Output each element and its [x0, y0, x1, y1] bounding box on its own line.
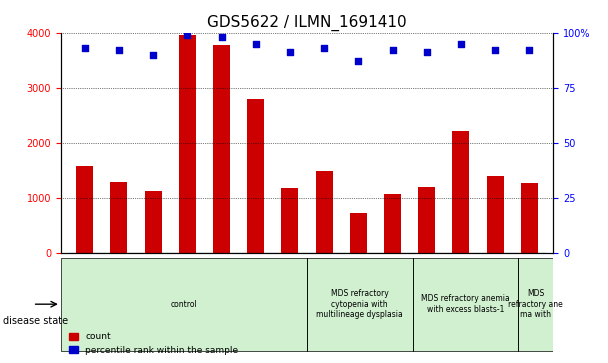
Text: MDS refractory
cytopenia with
multilineage dysplasia: MDS refractory cytopenia with multilinea… [316, 289, 403, 319]
Point [80, 45, 89, 51]
Text: MDS
refractory ane
ma with: MDS refractory ane ma with [508, 289, 563, 319]
Point [148, 52, 158, 58]
Bar [418, 187, 435, 253]
Point [525, 47, 534, 53]
Point [388, 47, 398, 53]
Title: GDS5622 / ILMN_1691410: GDS5622 / ILMN_1691410 [207, 15, 407, 31]
Bar [179, 36, 196, 253]
Bar [145, 191, 162, 253]
Bar [76, 166, 93, 253]
Bar [316, 171, 333, 253]
FancyBboxPatch shape [518, 258, 553, 351]
Point [353, 58, 363, 64]
Bar [213, 45, 230, 253]
Bar [282, 188, 299, 253]
Point [251, 41, 261, 46]
Bar [350, 213, 367, 253]
Point [319, 45, 329, 51]
FancyBboxPatch shape [307, 258, 413, 351]
Legend: count, percentile rank within the sample: count, percentile rank within the sample [65, 329, 242, 359]
Bar [384, 194, 401, 253]
Point [216, 34, 226, 40]
Bar [486, 176, 503, 253]
Point [456, 41, 466, 46]
Point [114, 47, 124, 53]
Bar [111, 182, 128, 253]
Point [285, 50, 295, 56]
Point [490, 47, 500, 53]
Point [422, 50, 432, 56]
Text: MDS refractory anemia
with excess blasts-1: MDS refractory anemia with excess blasts… [421, 294, 510, 314]
FancyBboxPatch shape [61, 258, 307, 351]
Text: disease state: disease state [3, 316, 68, 326]
FancyBboxPatch shape [413, 258, 518, 351]
Bar [521, 183, 538, 253]
Bar [247, 99, 264, 253]
Point [182, 32, 192, 38]
Text: control: control [171, 300, 197, 309]
Bar [452, 131, 469, 253]
